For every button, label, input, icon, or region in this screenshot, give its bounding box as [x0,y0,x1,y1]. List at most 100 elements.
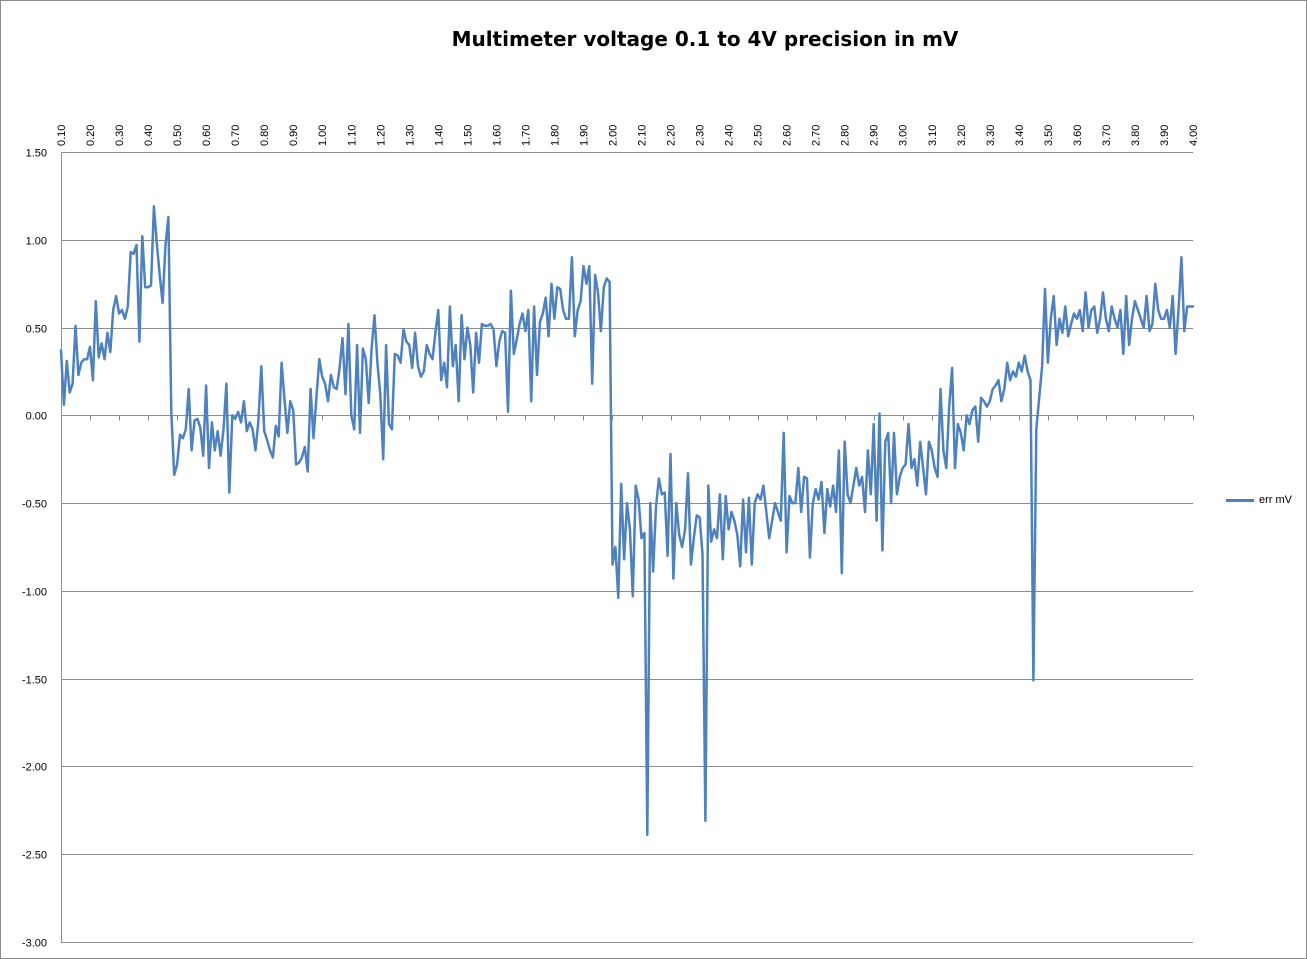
data-point [431,358,434,360]
x-tick-label: 0.10 [56,125,68,146]
data-point [916,485,918,487]
data-point [553,318,556,320]
data-point [185,428,187,430]
data-point [1012,370,1014,372]
data-point [133,253,135,255]
data-point [281,362,283,364]
data-point [147,286,149,288]
data-point [103,358,106,360]
data-point [582,265,585,267]
data-point [800,511,802,513]
data-point [1151,323,1153,325]
data-point [1096,332,1098,334]
data-point [1079,309,1081,311]
data-point [797,467,799,469]
data-point [490,323,492,325]
data-point [1061,332,1063,334]
data-point [997,379,1000,381]
data-point [69,391,71,394]
x-tick-label: 0.30 [114,125,126,146]
x-tick-label: 1.30 [404,125,416,146]
data-point [106,332,108,334]
data-point [1032,679,1034,682]
data-point [841,572,843,574]
x-tick-label: 1.60 [491,125,503,146]
data-point [521,312,524,315]
data-point [60,349,62,351]
x-tick-label: 1.40 [433,125,445,146]
data-point [719,493,721,495]
data-point [980,397,982,399]
x-tick-label: 2.00 [607,125,619,146]
data-point [283,398,286,401]
data-point [835,511,837,513]
data-point [606,277,608,279]
data-point [130,251,132,253]
data-point [925,493,927,495]
data-point [791,502,794,504]
data-point [310,388,312,390]
data-point [179,434,181,436]
data-point [542,312,544,315]
data-point [1102,291,1104,293]
data-point [182,437,184,439]
data-point [847,493,849,495]
data-point [492,328,495,330]
data-point [565,318,567,320]
data-point [318,358,320,360]
data-point [1154,283,1156,285]
data-point [481,323,483,325]
data-point [211,421,213,423]
data-point [806,477,808,480]
data-point [344,393,347,395]
data-point [449,305,451,308]
data-point [730,511,733,513]
data-point [484,325,486,327]
data-point [112,309,114,311]
data-point [942,449,945,451]
data-point [963,449,965,451]
data-point [373,314,376,316]
data-point [402,328,405,330]
x-tick-label: 3.70 [1101,125,1113,146]
x-tick-label: 1.00 [317,125,329,146]
x-tick-label: 3.90 [1159,125,1171,146]
data-point [667,555,669,557]
data-point [1099,318,1101,320]
data-point [704,820,707,822]
data-point [765,511,767,513]
data-point [1140,318,1142,320]
data-point [635,485,637,487]
x-tick-label: 3.20 [956,125,968,146]
data-point [167,216,169,218]
data-point [237,411,239,413]
data-point [655,506,657,508]
data-point [852,485,855,487]
data-point [513,353,515,355]
data-point [960,432,962,434]
data-point [434,332,436,334]
data-point [144,286,146,288]
data-point [713,528,715,531]
data-point [609,281,611,283]
y-tick-label: 1.50 [26,148,47,160]
data-point [321,376,323,378]
data-point [495,365,497,367]
x-tick-label: 3.40 [1014,125,1026,146]
data-point [989,400,991,402]
data-point [623,558,625,560]
data-point [382,458,384,460]
data-point [1183,330,1185,332]
data-point [896,493,898,495]
data-point [336,388,338,390]
data-point [519,323,521,325]
data-point [269,449,271,451]
data-point [1116,327,1119,329]
data-point [341,337,344,339]
y-tick-label: -1.00 [22,587,47,599]
data-point [687,472,689,474]
x-tick-label: 2.30 [695,125,707,146]
data-point [1006,362,1008,364]
data-point [1172,295,1174,297]
